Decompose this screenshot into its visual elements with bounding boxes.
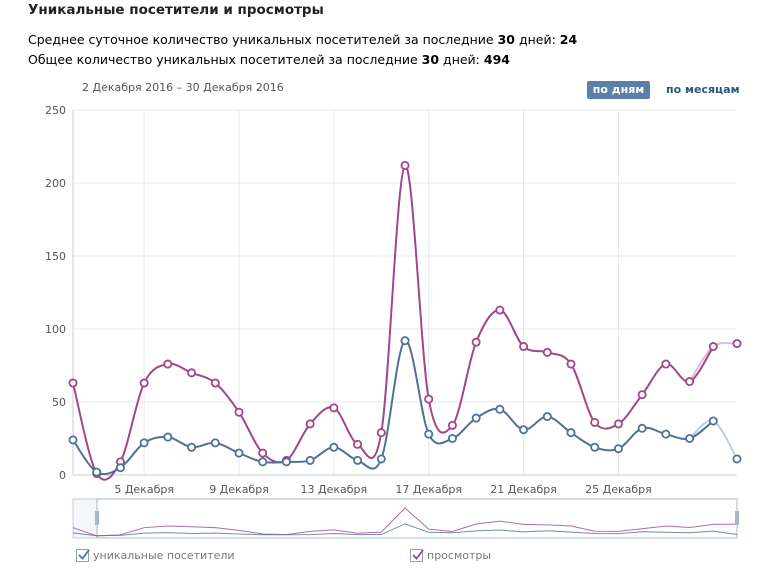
total-mid: дней: [439,52,484,67]
x-tick-label: 13 Декабря [301,483,368,496]
data-point[interactable] [376,454,386,464]
data-point[interactable] [590,417,600,427]
data-point[interactable] [210,378,220,388]
data-point[interactable] [353,455,363,465]
data-point[interactable] [139,438,149,448]
data-point[interactable] [258,448,268,458]
range-navigator[interactable] [72,498,739,539]
total-value: 494 [483,52,510,67]
data-point[interactable] [708,342,718,352]
plot-area [73,110,737,475]
data-point[interactable] [566,428,576,438]
y-axis: 0 50 100 150 200 250 [45,104,66,482]
y-tick-label: 250 [45,104,66,117]
legend-views-label: просмотры [427,548,492,562]
data-point[interactable] [305,455,315,465]
by-days-button[interactable]: по дням [587,81,650,99]
data-point[interactable] [661,359,671,369]
data-point[interactable] [708,416,718,426]
total-visitors: Общее количество уникальных посетителей … [28,52,510,67]
checkbox-icon[interactable] [76,548,90,562]
data-point[interactable] [447,433,457,443]
data-point[interactable] [471,337,481,347]
chart-title: Уникальные посетители и просмотры [28,2,324,18]
data-point[interactable] [400,160,410,170]
data-point[interactable] [353,439,363,449]
y-tick-label: 200 [45,177,66,190]
data-point[interactable] [400,336,410,346]
data-point[interactable] [613,419,623,429]
navigator-handle-right[interactable] [735,511,739,525]
grid [72,109,737,476]
legend-visitors[interactable]: уникальные посетители [76,546,235,564]
data-point[interactable] [68,435,78,445]
data-point[interactable] [590,442,600,452]
data-point[interactable] [281,457,291,467]
data-point[interactable] [376,428,386,438]
data-point[interactable] [685,377,695,387]
data-point[interactable] [424,429,434,439]
data-point[interactable] [234,448,244,458]
data-point[interactable] [139,378,149,388]
avg-value: 24 [559,32,578,47]
checkbox-icon[interactable] [410,548,424,562]
series-line-visitors [72,339,714,476]
avg-prefix: Среднее суточное количество уникальных п… [28,32,498,47]
data-point[interactable] [187,368,197,378]
data-point[interactable] [258,457,268,467]
series [68,160,742,481]
y-tick-label: 0 [59,469,66,482]
data-point[interactable] [661,429,671,439]
data-point[interactable] [471,413,481,423]
data-point[interactable] [637,390,647,400]
y-tick-label: 150 [45,250,66,263]
by-months-button[interactable]: по месяцам [666,83,740,96]
data-point[interactable] [542,347,552,357]
x-axis: 5 Декабря 9 Декабря 13 Декабря 17 Декабря 21… [114,483,651,496]
data-point[interactable] [732,339,742,349]
data-point[interactable] [495,305,505,315]
legend-views[interactable]: просмотры [410,546,491,564]
data-point[interactable] [305,419,315,429]
data-point[interactable] [613,444,623,454]
line-chart: 0 50 100 150 200 250 5 Декабря 9 Декабря 13 Дек… [45,104,742,539]
legend-visitors-label: уникальные посетители [93,548,235,562]
data-point[interactable] [542,412,552,422]
x-tick-label: 25 Декабря [585,483,652,496]
data-point[interactable] [163,432,173,442]
total-prefix: Общее количество уникальных посетителей … [28,52,422,67]
data-point[interactable] [163,359,173,369]
navigator-handle-left[interactable] [95,511,99,525]
avg-mid: дней: [515,32,560,47]
total-days: 30 [421,52,440,67]
avg-days: 30 [497,32,515,47]
data-point[interactable] [68,378,78,388]
data-point[interactable] [519,425,529,435]
data-point[interactable] [566,359,576,369]
x-tick-label: 21 Декабря [490,483,557,496]
data-point[interactable] [519,342,529,352]
date-range: 2 Декабря 2016 – 30 Декабря 2016 [82,81,284,94]
x-tick-label: 5 Декабря [114,483,174,496]
x-tick-label: 9 Декабря [209,483,269,496]
data-point[interactable] [210,438,220,448]
y-tick-label: 100 [45,323,66,336]
data-point[interactable] [329,442,339,452]
average-daily-visitors: Среднее суточное количество уникальных п… [28,32,577,47]
data-point[interactable] [115,463,125,473]
data-point[interactable] [329,403,339,413]
navigator-line [72,523,738,537]
data-point[interactable] [92,467,102,477]
data-point[interactable] [187,442,197,452]
x-tick-label: 17 Декабря [395,483,462,496]
data-point[interactable] [732,454,742,464]
data-point[interactable] [234,407,244,417]
navigator-line [72,507,738,537]
data-point[interactable] [495,404,505,414]
data-point[interactable] [424,394,434,404]
data-point[interactable] [685,433,695,443]
data-point[interactable] [447,420,457,430]
data-point[interactable] [637,423,647,433]
y-tick-label: 50 [52,396,66,409]
